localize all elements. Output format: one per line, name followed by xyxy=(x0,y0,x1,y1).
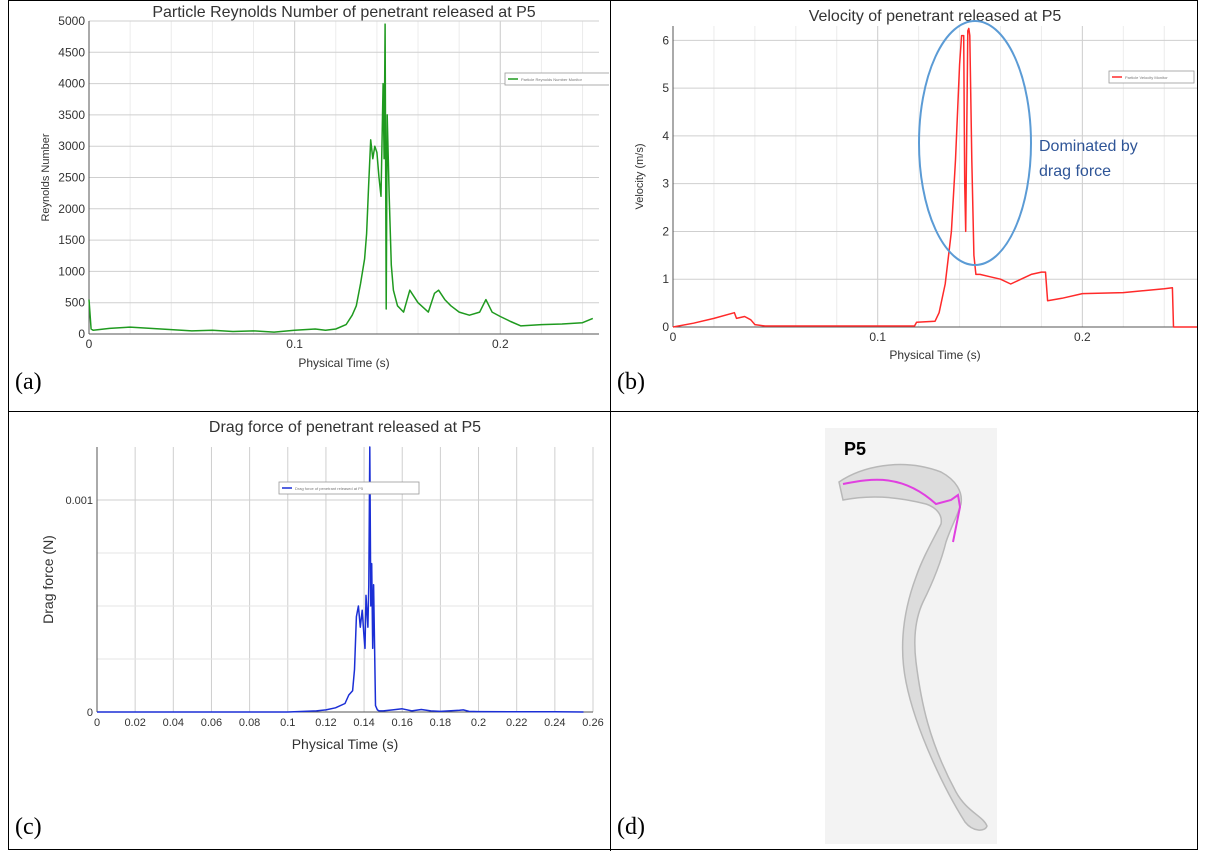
annotation-text: Dominated by xyxy=(1039,138,1138,155)
panel-d: P5 (d) xyxy=(611,412,1199,850)
y-tick-label: 1 xyxy=(662,272,669,286)
x-tick-label: 0 xyxy=(94,717,100,729)
series-line xyxy=(97,446,584,713)
x-tick-label: 0.08 xyxy=(239,717,260,729)
x-tick-label: 0 xyxy=(670,330,677,344)
x-tick-label: 0.26 xyxy=(582,717,603,729)
x-tick-label: 0.16 xyxy=(392,717,413,729)
y-tick-label: 1500 xyxy=(58,233,85,247)
panel-c-label: (c) xyxy=(15,814,42,840)
y-tick-label: 2000 xyxy=(58,202,85,216)
panel-a-label: (a) xyxy=(15,369,42,395)
chart-title: Particle Reynolds Number of penetrant re… xyxy=(152,4,535,21)
chart-title: Velocity of penetrant released at P5 xyxy=(809,8,1062,25)
table-divider-vertical xyxy=(610,1,611,851)
x-tick-label: 0.1 xyxy=(280,717,295,729)
legend: Particle Reynolds Number Monitor xyxy=(504,72,614,86)
x-tick-label: 0.1 xyxy=(286,337,303,351)
x-tick-label: 0 xyxy=(86,337,93,351)
panel-d-label: (d) xyxy=(617,814,645,840)
x-axis-label: Physical Time (s) xyxy=(298,356,389,370)
legend: Particle Velocity Monitor xyxy=(1108,70,1195,84)
y-axis-label: Reynolds Number xyxy=(40,133,52,221)
figure-table: 0 0.1 0.2 0 500 1000 1500 2000 2500 3000 3500 4000 4… xyxy=(8,0,1199,851)
legend-box xyxy=(1108,70,1195,84)
y-tick-label: 4 xyxy=(662,129,669,143)
x-tick-label: 0.14 xyxy=(353,717,374,729)
y-tick-label: 0 xyxy=(87,707,93,719)
panel-a: 0 0.1 0.2 0 500 1000 1500 2000 2500 3000 3500 4000 4… xyxy=(9,1,614,411)
x-axis-label: Physical Time (s) xyxy=(292,736,399,752)
diagram-label-p5: P5 xyxy=(844,439,866,459)
x-axis-label: Physical Time (s) xyxy=(889,348,980,362)
panel-c: 0 0.02 0.04 0.06 0.08 0.1 0.12 0.14 0.16 0.18 0.2 0… xyxy=(9,412,610,850)
chart-a: 0 0.1 0.2 0 500 1000 1500 2000 2500 3000 3500 4000 4… xyxy=(40,4,614,370)
x-tick-label: 0.2 xyxy=(492,337,509,351)
x-tick-label: 0.24 xyxy=(544,717,565,729)
geometry-diagram: P5 xyxy=(825,428,997,844)
chart-c: 0 0.02 0.04 0.06 0.08 0.1 0.12 0.14 0.16 0.18 0.2 0… xyxy=(40,419,604,752)
annotation-ellipse xyxy=(918,20,1032,266)
panel-b: 0 0.1 0.2 0 1 2 3 4 5 6 Velocity of penetrant rele… xyxy=(611,1,1199,411)
y-tick-label: 0 xyxy=(78,327,85,341)
panel-b-label: (b) xyxy=(617,369,645,395)
x-tick-label: 0.1 xyxy=(869,330,886,344)
chart-title: Drag force of penetrant released at P5 xyxy=(209,419,481,436)
y-tick-label: 3000 xyxy=(58,139,85,153)
x-tick-label: 0.18 xyxy=(430,717,451,729)
x-tick-label: 0.2 xyxy=(471,717,486,729)
y-axis-label: Velocity (m/s) xyxy=(634,143,646,209)
y-tick-label: 3500 xyxy=(58,108,85,122)
y-tick-label: 2 xyxy=(662,224,669,238)
x-tick-label: 0.22 xyxy=(506,717,527,729)
annotation-text: drag force xyxy=(1039,163,1111,180)
legend-entry: Particle Reynolds Number Monitor xyxy=(521,77,583,82)
y-tick-label: 0.001 xyxy=(65,495,93,507)
legend-entry: Drag force of penetrant released at P5 xyxy=(295,486,364,491)
legend: Drag force of penetrant released at P5 xyxy=(278,481,420,495)
series-line xyxy=(672,27,1197,328)
x-tick-label: 0.2 xyxy=(1074,330,1091,344)
table-divider-horizontal xyxy=(9,411,1199,412)
y-tick-label: 0 xyxy=(662,320,669,334)
chart-b: 0 0.1 0.2 0 1 2 3 4 5 6 Velocity of penetrant rele… xyxy=(634,8,1197,362)
y-tick-label: 4500 xyxy=(58,45,85,59)
x-tick-label: 0.06 xyxy=(201,717,222,729)
legend-box xyxy=(278,481,420,495)
y-tick-label: 6 xyxy=(662,33,669,47)
legend-entry: Particle Velocity Monitor xyxy=(1125,75,1168,80)
y-axis-label: Drag force (N) xyxy=(40,535,56,624)
particle-trajectory xyxy=(842,478,962,543)
y-tick-label: 500 xyxy=(65,296,85,310)
y-tick-label: 1000 xyxy=(58,264,85,278)
y-tick-label: 2500 xyxy=(58,171,85,185)
y-tick-label: 4000 xyxy=(58,77,85,91)
series-line xyxy=(88,23,594,333)
y-tick-label: 5 xyxy=(662,81,669,95)
y-tick-label: 3 xyxy=(662,177,669,191)
x-tick-label: 0.04 xyxy=(163,717,184,729)
x-tick-label: 0.12 xyxy=(315,717,336,729)
x-tick-label: 0.02 xyxy=(124,717,145,729)
y-tick-label: 5000 xyxy=(58,14,85,28)
